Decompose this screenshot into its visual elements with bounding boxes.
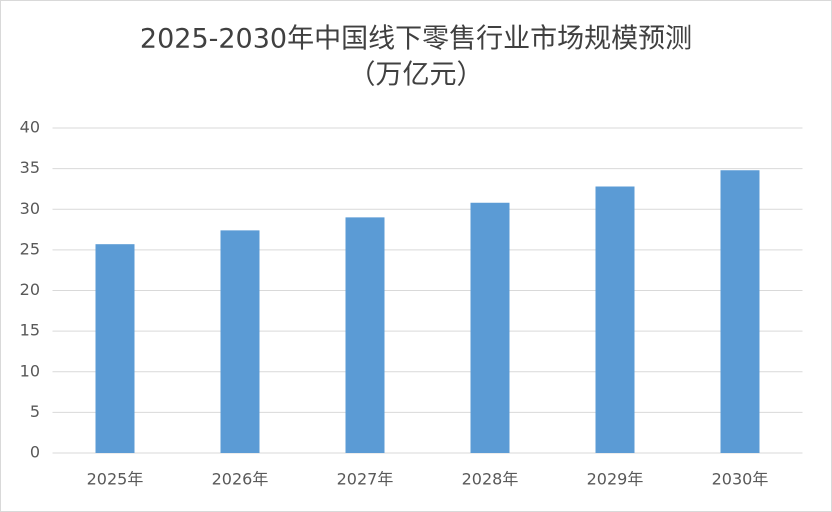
bar (720, 170, 760, 453)
y-tick-label: 10 (20, 361, 40, 380)
bar (470, 202, 510, 453)
x-tick-label: 2026年 (212, 470, 269, 489)
chart-title: 2025-2030年中国线下零售行业市场规模预测 (140, 24, 692, 55)
bar (95, 244, 135, 453)
x-tick-label: 2025年 (87, 470, 144, 489)
x-tick-label: 2030年 (712, 470, 769, 489)
chart-subtitle: （万亿元） (349, 60, 484, 91)
y-tick-label: 15 (20, 321, 40, 340)
y-tick-label: 35 (20, 158, 40, 177)
y-tick-label: 0 (30, 443, 40, 462)
bar (220, 230, 260, 453)
y-tick-label: 5 (30, 402, 40, 421)
y-tick-label: 40 (20, 118, 40, 137)
y-tick-label: 30 (20, 199, 40, 218)
x-tick-label: 2027年 (337, 470, 394, 489)
bar (595, 186, 635, 453)
x-tick-label: 2029年 (587, 470, 644, 489)
x-tick-label: 2028年 (462, 470, 519, 489)
bar (345, 217, 385, 453)
y-tick-label: 20 (20, 280, 40, 299)
y-tick-label: 25 (20, 239, 40, 258)
